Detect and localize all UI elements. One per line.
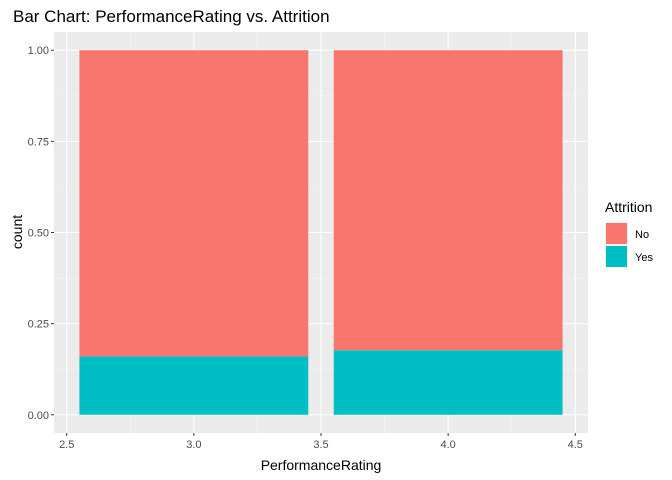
bar-no-1 xyxy=(333,50,563,351)
x-tick-label: 3.5 xyxy=(313,439,328,451)
legend-swatch-yes xyxy=(606,246,627,267)
bars xyxy=(79,50,563,415)
legend-items: No Yes xyxy=(605,222,653,268)
y-tick-label: 0.25 xyxy=(28,319,49,331)
legend-label-yes: Yes xyxy=(635,252,653,264)
legend-label-no: No xyxy=(635,229,649,241)
x-axis-title: PerformanceRating xyxy=(261,457,382,473)
x-axis-ticks: 2.5 3.0 3.5 4.0 4.5 xyxy=(59,433,583,451)
bar-no-0 xyxy=(79,50,309,357)
y-tick-label: 0.00 xyxy=(28,410,49,422)
legend: Attrition No Yes xyxy=(605,199,653,268)
legend-swatch-no xyxy=(606,223,627,244)
y-tick-label: 1.00 xyxy=(28,45,49,57)
bar-yes-1 xyxy=(333,350,563,415)
x-tick-label: 2.5 xyxy=(59,439,74,451)
x-tick-label: 4.0 xyxy=(440,439,455,451)
x-tick-label: 4.5 xyxy=(568,439,583,451)
y-axis-ticks: 0.00 0.25 0.50 0.75 1.00 xyxy=(28,45,54,422)
x-tick-label: 3.0 xyxy=(186,439,201,451)
chart-title: Bar Chart: PerformanceRating vs. Attriti… xyxy=(13,7,330,26)
y-tick-label: 0.50 xyxy=(28,228,49,240)
bar-yes-0 xyxy=(79,356,309,415)
y-axis-title: count xyxy=(9,215,25,249)
y-tick-label: 0.75 xyxy=(28,136,49,148)
legend-title: Attrition xyxy=(605,199,652,215)
